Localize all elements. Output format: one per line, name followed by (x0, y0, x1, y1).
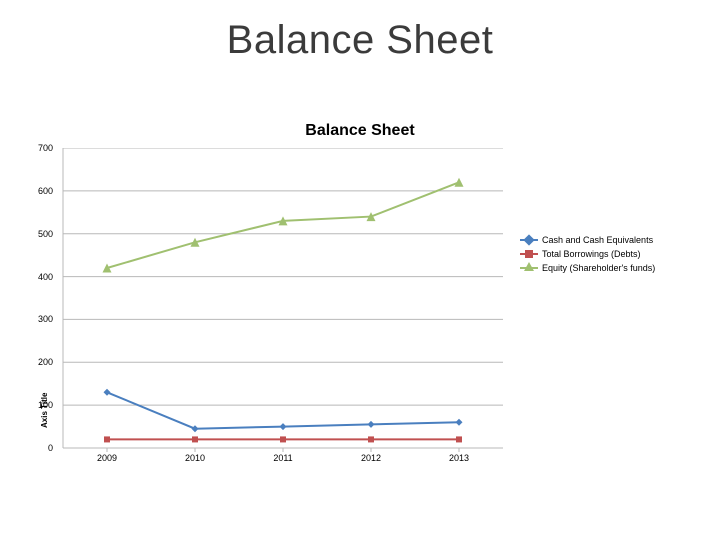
diamond-icon (523, 234, 534, 245)
y-tick-label: 500 (28, 229, 53, 239)
legend-swatch (520, 253, 538, 255)
y-tick-label: 0 (28, 443, 53, 453)
x-tick-label: 2013 (439, 453, 479, 463)
legend-swatch (520, 239, 538, 241)
y-tick-label: 200 (28, 357, 53, 367)
legend-label: Cash and Cash Equivalents (542, 235, 653, 245)
y-tick-label: 100 (28, 400, 53, 410)
legend-item: Total Borrowings (Debts) (520, 249, 655, 259)
page-title: Balance Sheet (0, 18, 720, 63)
line-chart-svg (28, 148, 508, 478)
square-icon (525, 250, 533, 258)
triangle-icon (524, 262, 534, 271)
x-tick-label: 2010 (175, 453, 215, 463)
chart-title: Balance Sheet (0, 122, 720, 140)
x-tick-label: 2012 (351, 453, 391, 463)
chart-legend: Cash and Cash Equivalents Total Borrowing… (520, 235, 655, 277)
chart-area: Axis Title 01002003004005006007002009201… (28, 148, 508, 448)
y-tick-label: 400 (28, 272, 53, 282)
y-tick-label: 300 (28, 314, 53, 324)
legend-label: Equity (Shareholder's funds) (542, 263, 655, 273)
legend-swatch (520, 267, 538, 269)
y-tick-label: 700 (28, 143, 53, 153)
legend-item: Equity (Shareholder's funds) (520, 263, 655, 273)
y-tick-label: 600 (28, 186, 53, 196)
x-tick-label: 2009 (87, 453, 127, 463)
x-tick-label: 2011 (263, 453, 303, 463)
legend-item: Cash and Cash Equivalents (520, 235, 655, 245)
legend-label: Total Borrowings (Debts) (542, 249, 641, 259)
slide: Balance Sheet Balance Sheet Axis Title 0… (0, 0, 720, 540)
